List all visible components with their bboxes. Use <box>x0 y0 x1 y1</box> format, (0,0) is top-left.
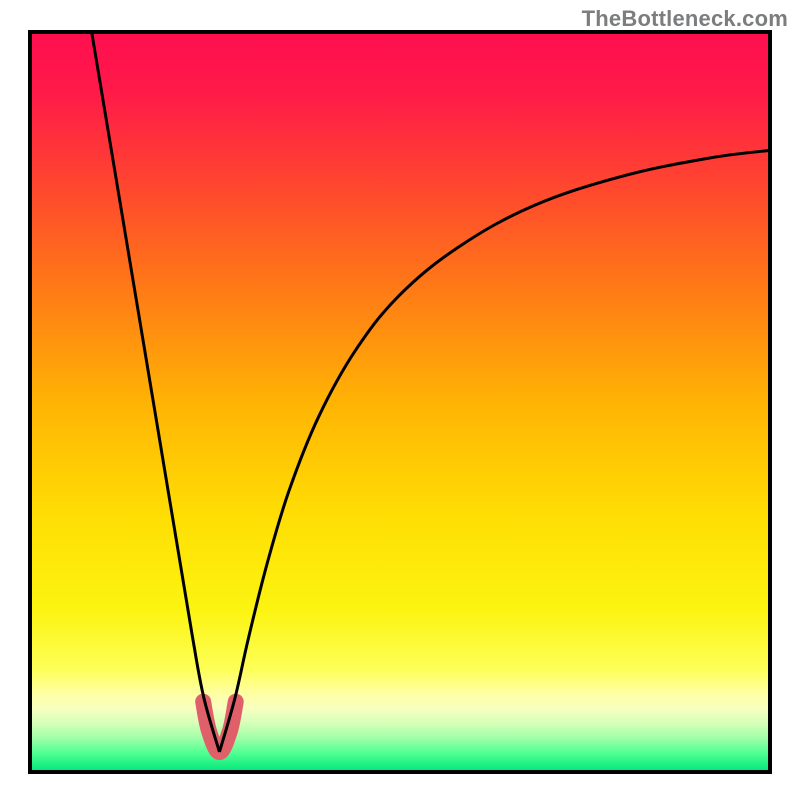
watermark-text: TheBottleneck.com <box>582 6 788 32</box>
chart-container: TheBottleneck.com <box>0 0 800 800</box>
bottleneck-chart <box>0 0 800 800</box>
gradient-background <box>30 32 770 772</box>
